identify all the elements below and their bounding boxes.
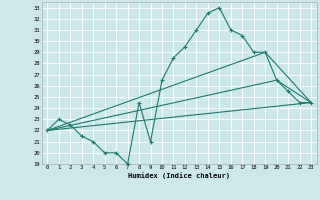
X-axis label: Humidex (Indice chaleur): Humidex (Indice chaleur)	[128, 172, 230, 179]
